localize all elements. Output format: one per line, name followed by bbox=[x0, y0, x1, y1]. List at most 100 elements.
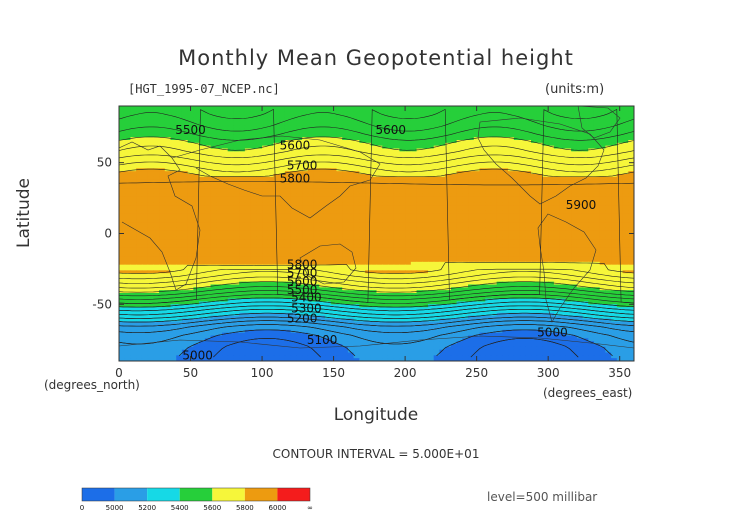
field-cell bbox=[622, 148, 629, 152]
field-cell bbox=[376, 151, 383, 155]
field-cell bbox=[302, 165, 309, 169]
field-cell bbox=[325, 213, 332, 218]
field-cell bbox=[330, 208, 338, 212]
field-cell bbox=[513, 253, 521, 257]
field-cell bbox=[496, 154, 503, 158]
field-cell bbox=[508, 182, 515, 186]
field-cell bbox=[548, 108, 555, 113]
field-cell bbox=[456, 151, 463, 155]
field-cell bbox=[130, 185, 137, 189]
field-cell bbox=[450, 236, 458, 240]
field-cell bbox=[147, 259, 154, 263]
field-cell bbox=[473, 253, 481, 257]
field-cell bbox=[405, 108, 412, 113]
field-cell bbox=[576, 162, 584, 167]
field-cell bbox=[490, 233, 498, 237]
field-cell bbox=[416, 123, 423, 127]
field-cell bbox=[548, 120, 555, 124]
field-cell bbox=[456, 117, 463, 121]
field-cell bbox=[119, 256, 126, 260]
field-cell bbox=[456, 171, 463, 175]
field-cell bbox=[387, 154, 395, 158]
field-cell bbox=[422, 165, 429, 169]
field-cell bbox=[347, 148, 355, 152]
field-cell bbox=[399, 188, 406, 192]
field-cell bbox=[141, 193, 149, 198]
field-cell bbox=[244, 236, 252, 240]
field-cell bbox=[525, 151, 532, 155]
field-cell bbox=[130, 202, 137, 206]
field-cell bbox=[342, 120, 349, 124]
field-cell bbox=[382, 230, 389, 235]
field-cell bbox=[399, 145, 406, 150]
field-cell bbox=[490, 230, 498, 235]
field-cell bbox=[490, 225, 498, 229]
field-cell bbox=[490, 219, 498, 223]
field-cell bbox=[599, 117, 606, 121]
field-cell bbox=[193, 233, 200, 237]
field-cell bbox=[473, 176, 481, 181]
field-cell bbox=[342, 154, 349, 158]
field-cell bbox=[485, 171, 492, 175]
field-cell bbox=[359, 125, 366, 130]
field-cell bbox=[599, 176, 606, 181]
field-cell bbox=[313, 256, 320, 260]
field-cell bbox=[536, 213, 544, 218]
field-cell bbox=[170, 117, 177, 121]
field-cell bbox=[342, 205, 349, 209]
field-cell bbox=[485, 205, 492, 209]
field-cell bbox=[170, 253, 177, 257]
field-cell bbox=[233, 213, 240, 218]
field-cell bbox=[445, 134, 452, 138]
field-cell bbox=[416, 219, 423, 223]
field-cell bbox=[582, 145, 589, 150]
field-cell bbox=[376, 114, 383, 118]
field-cell bbox=[365, 233, 372, 237]
field-cell bbox=[136, 208, 143, 212]
field-cell bbox=[227, 108, 235, 113]
field-cell bbox=[325, 219, 332, 223]
field-cell bbox=[342, 188, 349, 192]
field-cell bbox=[405, 151, 412, 155]
field-cell bbox=[387, 182, 395, 186]
field-cell bbox=[342, 185, 349, 189]
field-cell bbox=[216, 174, 223, 178]
field-cell bbox=[593, 233, 601, 237]
field-cell bbox=[382, 244, 389, 249]
field-cell bbox=[136, 171, 143, 175]
field-cell bbox=[359, 239, 366, 243]
field-cell bbox=[559, 202, 566, 206]
field-cell bbox=[599, 157, 606, 161]
field-cell bbox=[462, 196, 469, 201]
field-cell bbox=[490, 199, 498, 203]
field-cell bbox=[250, 165, 257, 169]
field-cell bbox=[565, 196, 572, 201]
field-cell bbox=[611, 168, 618, 172]
field-cell bbox=[199, 210, 206, 215]
field-cell bbox=[616, 227, 624, 232]
field-cell bbox=[571, 114, 578, 118]
field-cell bbox=[187, 188, 194, 192]
field-cell bbox=[239, 185, 246, 189]
field-cell bbox=[342, 108, 349, 113]
field-cell bbox=[210, 247, 217, 252]
field-cell bbox=[599, 140, 606, 144]
field-cell bbox=[571, 233, 578, 237]
field-cell bbox=[216, 239, 223, 243]
field-cell bbox=[439, 244, 446, 249]
field-cell bbox=[313, 227, 320, 232]
field-cell bbox=[273, 114, 280, 118]
field-cell bbox=[222, 106, 229, 110]
field-cell bbox=[359, 140, 366, 144]
field-cell bbox=[548, 191, 555, 195]
field-cell bbox=[296, 131, 303, 135]
field-cell bbox=[450, 179, 458, 184]
field-cell bbox=[542, 185, 549, 189]
field-cell bbox=[136, 106, 143, 110]
field-cell bbox=[405, 222, 412, 226]
field-cell bbox=[542, 123, 549, 127]
field-cell bbox=[370, 140, 378, 144]
field-cell bbox=[216, 154, 223, 158]
field-cell bbox=[141, 117, 149, 121]
field-cell bbox=[553, 213, 561, 218]
